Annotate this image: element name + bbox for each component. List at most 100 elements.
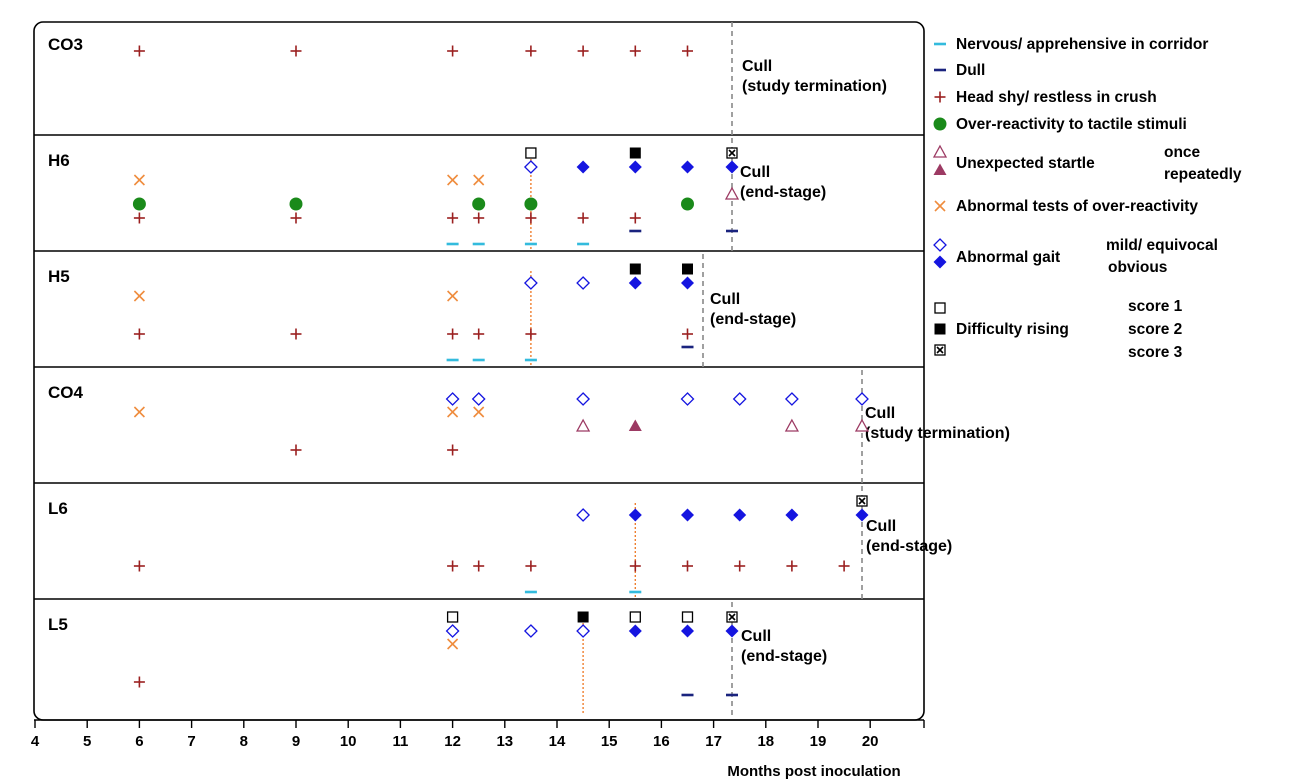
legend: Nervous/ apprehensive in corridor Dull Hea… [932,36,1242,361]
marker-head_shy [577,45,589,57]
marker-startle_once [784,418,799,432]
marker-rising_1 [525,147,537,159]
cull-label: Cull [742,58,772,75]
row-label: CO4 [48,383,84,402]
row-l6: L6 Cull (end-stage) [48,486,952,599]
marker-gait_mild [471,392,486,406]
marker-head_shy [133,212,145,224]
marker-head_shy [629,45,641,57]
marker-abnormal_tests [447,406,459,418]
row-label: H5 [48,267,70,286]
marker-over_reactivity [524,197,538,211]
data-marks: CO3 Cull (study termination) H6 Cull (end-sta… [48,22,1010,715]
marker-rising_2 [629,147,641,159]
marker-startle_once [576,418,591,432]
x-axis: 4 5 6 7 8 9 10 11 12 13 14 15 16 17 18 19 20 Months post … [31,719,925,780]
legend-item-head-shy: Head shy/ restless in crush [934,89,1157,106]
marker-gait_obvious [681,624,694,638]
marker-rising_1 [681,611,694,623]
row-panels [34,134,924,600]
marker-head_shy [290,328,302,340]
marker-gait_mild [445,624,460,638]
legend-label: Difficulty rising [956,321,1069,338]
marker-startle_once [854,418,870,432]
cull-reason: (end-stage) [740,184,826,201]
marker-head_shy [133,560,145,572]
legend-sublabel: obvious [1108,259,1167,276]
marker-gait_mild [523,160,538,174]
marker-abnormal_tests [473,174,485,186]
marker-head_shy [447,444,459,456]
marker-head_shy [447,212,459,224]
x-tick-label: 4 [31,733,40,750]
cull-reason: (end-stage) [741,648,827,665]
plot-frame [33,21,925,721]
marker-head_shy [473,328,485,340]
x-tick-label: 18 [757,733,774,750]
cull-label: Cull [741,628,771,645]
marker-rising_2 [577,611,589,623]
marker-rising_3 [726,611,738,623]
marker-head_shy [290,212,302,224]
marker-head_shy [290,45,302,57]
marker-rising_3 [856,495,868,507]
marker-head_shy [786,560,798,572]
marker-gait_obvious [628,160,642,174]
marker-head_shy [525,560,537,572]
legend-label: Nervous/ apprehensive in corridor [956,36,1208,53]
legend-item-unexpected-startle: Unexpected startle once repeatedly [932,144,1242,183]
x-tick-label: 19 [810,733,827,750]
x-axis-title: Months post inoculation [727,763,900,780]
x-tick-label: 11 [392,733,408,750]
row-label: L5 [48,615,68,634]
marker-gait_mild [576,276,591,290]
cull-label: Cull [740,164,770,181]
x-tick-label: 16 [653,733,670,750]
marker-gait_mild [576,624,591,638]
legend-label: Dull [956,62,985,79]
marker-head_shy [734,560,746,572]
x-tick-label: 14 [549,733,566,750]
row-co3: CO3 Cull (study termination) [48,22,887,135]
legend-sublabel: repeatedly [1164,166,1242,183]
marker-rising_2 [629,263,641,275]
marker-head_shy [629,560,641,572]
marker-head_shy [525,328,537,340]
legend-item-difficulty-rising: Difficulty rising score 1 score 2 score 3 [934,298,1183,361]
legend-marker-startle-repeatedly [933,163,947,175]
marker-rising_2 [682,263,693,275]
cull-label: Cull [866,518,896,535]
legend-marker-rising-1 [934,302,946,314]
legend-marker-over_reactivity [933,117,947,131]
legend-sublabel: score 2 [1128,321,1182,338]
legend-marker-rising-3 [934,344,946,356]
marker-gait_obvious [855,508,869,522]
marker-head_shy [447,560,459,572]
marker-head_shy [447,45,459,57]
marker-rising_1 [446,611,459,623]
marker-gait_mild [445,392,460,406]
x-tick-label: 9 [292,733,300,750]
marker-over_reactivity [132,197,146,211]
marker-head_shy [682,328,693,340]
cull-reason: (study termination) [742,78,887,95]
marker-abnormal_tests [473,406,485,418]
row-label: CO3 [48,35,83,54]
marker-gait_obvious [681,160,694,174]
x-tick-label: 7 [187,733,195,750]
cull-label: Cull [865,405,895,422]
marker-over_reactivity [289,197,303,211]
row-h6: H6 Cull (end-stage) [48,138,826,251]
legend-label: Abnormal gait [956,249,1060,266]
marker-gait_obvious [681,276,694,290]
x-tick-label: 10 [340,733,357,750]
x-tick-label: 5 [83,733,91,750]
cull-reason: (end-stage) [866,538,952,555]
legend-sublabel: score 1 [1128,298,1183,315]
legend-label: Unexpected startle [956,155,1095,172]
legend-item-dull: Dull [934,62,985,79]
legend-item-abnormal-gait: Abnormal gait mild/ equivocal obvious [933,237,1218,276]
legend-marker-gait-mild [933,238,947,252]
marker-abnormal_tests [133,406,145,418]
marker-gait_obvious [725,624,739,638]
